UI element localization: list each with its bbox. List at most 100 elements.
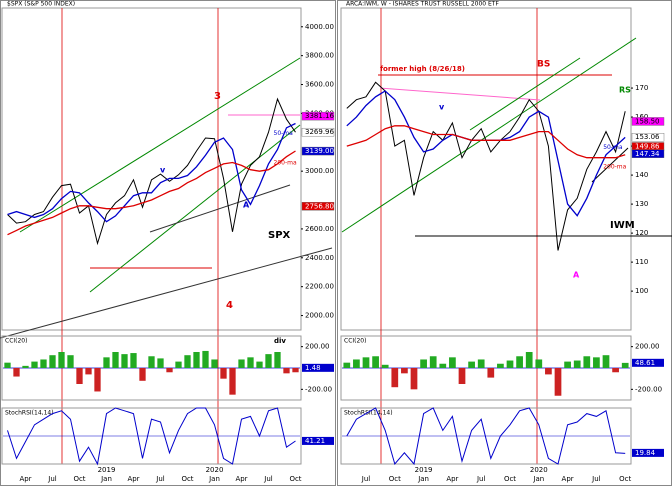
indicator-badge-label: 1.48 [305, 364, 321, 372]
trend-line [19, 57, 301, 233]
annotation: BS [537, 60, 550, 70]
cci-bar [22, 365, 29, 368]
chart-title: $SPX (S&P 500 INDEX) [7, 1, 75, 8]
y-tick-label: 2000.00 [305, 312, 334, 320]
ma-label: 50-ma [274, 130, 294, 137]
cci-bar [410, 368, 418, 390]
cci-bar [621, 362, 629, 368]
date-label: Jul [591, 475, 601, 483]
cci-bar [458, 368, 466, 384]
price-badge [301, 127, 335, 137]
cci-bar [130, 353, 137, 368]
price-badge-label: 3381.16 [305, 112, 334, 120]
cci-bar [353, 359, 360, 368]
cci-bar [449, 357, 456, 368]
y-tick-label: 100 [635, 287, 648, 295]
cci-bar [166, 368, 173, 373]
y-tick-label: 2200.00 [305, 283, 334, 291]
y-tick-label: -200.00 [305, 385, 332, 393]
indicator-name: CCI(20) [5, 338, 27, 345]
stoch-line [7, 407, 296, 466]
cci-bar [265, 354, 272, 368]
cci-bar [238, 359, 245, 368]
indicator-badge [302, 363, 334, 372]
date-label: Oct [389, 475, 401, 483]
trend-line [89, 124, 301, 293]
y-tick-label: 3600.00 [305, 81, 334, 89]
price-badge [631, 149, 665, 158]
indicator-badge [632, 358, 664, 367]
cci-bar [274, 352, 281, 368]
cci-bar [76, 368, 83, 384]
cci-bar [381, 364, 389, 368]
date-label: Jan [532, 475, 544, 483]
indicator-pane [1, 335, 302, 401]
date-label: Oct [504, 475, 516, 483]
trend-line [591, 147, 629, 183]
year-label: 2019 [98, 466, 116, 474]
indicator-badge [632, 448, 664, 457]
cci-bar [429, 356, 437, 368]
cci-bar [420, 359, 427, 368]
annotation: RS [619, 86, 631, 95]
indicator-name: CCI(20) [344, 338, 366, 345]
date-label: Jul [155, 475, 165, 483]
y-tick-label: 2400.00 [305, 254, 334, 262]
date-label: Oct [289, 475, 301, 483]
ma-label: 50-ma [603, 144, 623, 151]
annotation: v [439, 103, 445, 112]
cci-bar [525, 352, 533, 368]
stoch-line [346, 407, 626, 466]
cci-bar [121, 354, 128, 368]
date-label: Oct [73, 475, 85, 483]
cci-bar [497, 363, 504, 368]
cci-bar [602, 355, 610, 368]
cci-bar [391, 368, 399, 388]
cci-bar [477, 359, 485, 368]
cci-bar [292, 368, 299, 373]
annotation: A [243, 201, 250, 210]
date-label: Jul [263, 475, 273, 483]
date-label: Apr [19, 475, 31, 483]
price-badge-label: 153.06 [635, 133, 660, 141]
annotation: 4 [226, 300, 233, 311]
date-label: Jul [361, 475, 371, 483]
indicator-badge-label: 41.21 [305, 437, 325, 445]
cci-bar [40, 359, 47, 368]
cci-bar [573, 360, 581, 368]
date-label: Oct [619, 475, 631, 483]
cci-bar [31, 361, 38, 368]
cci-bar [401, 368, 408, 374]
annotation: A [573, 271, 580, 280]
moving-average [7, 122, 296, 223]
price-badge-label: 147.34 [635, 150, 660, 158]
y-tick-label: 2600.00 [305, 225, 334, 233]
cci-bar [545, 368, 552, 375]
cci-bar [58, 352, 65, 368]
year-label: 2020 [530, 466, 548, 474]
date-label: Jul [47, 475, 57, 483]
y-tick-label: 160 [635, 113, 648, 121]
cci-bar [247, 357, 254, 368]
cci-bar [516, 356, 523, 368]
cci-bar [184, 355, 191, 368]
cci-bar [13, 368, 20, 377]
cci-bar [372, 356, 379, 368]
trend-line [469, 57, 581, 131]
cci-bar [256, 361, 263, 368]
price-pane [1, 7, 302, 331]
date-label: Jul [476, 475, 486, 483]
price-badge-label: 3269.96 [305, 128, 334, 136]
indicator-pane [340, 407, 632, 465]
indicator-badge-label: 48.61 [635, 359, 655, 367]
annotation: v [160, 166, 166, 175]
y-tick-label: 130 [635, 200, 648, 208]
date-label: Jan [417, 475, 429, 483]
indicator-badge-label: 19.84 [635, 449, 656, 457]
cci-bar [94, 368, 101, 392]
cci-bar [343, 362, 351, 368]
cci-bar [85, 368, 92, 375]
y-tick-label: 140 [635, 171, 648, 179]
cci-bar [554, 368, 562, 396]
